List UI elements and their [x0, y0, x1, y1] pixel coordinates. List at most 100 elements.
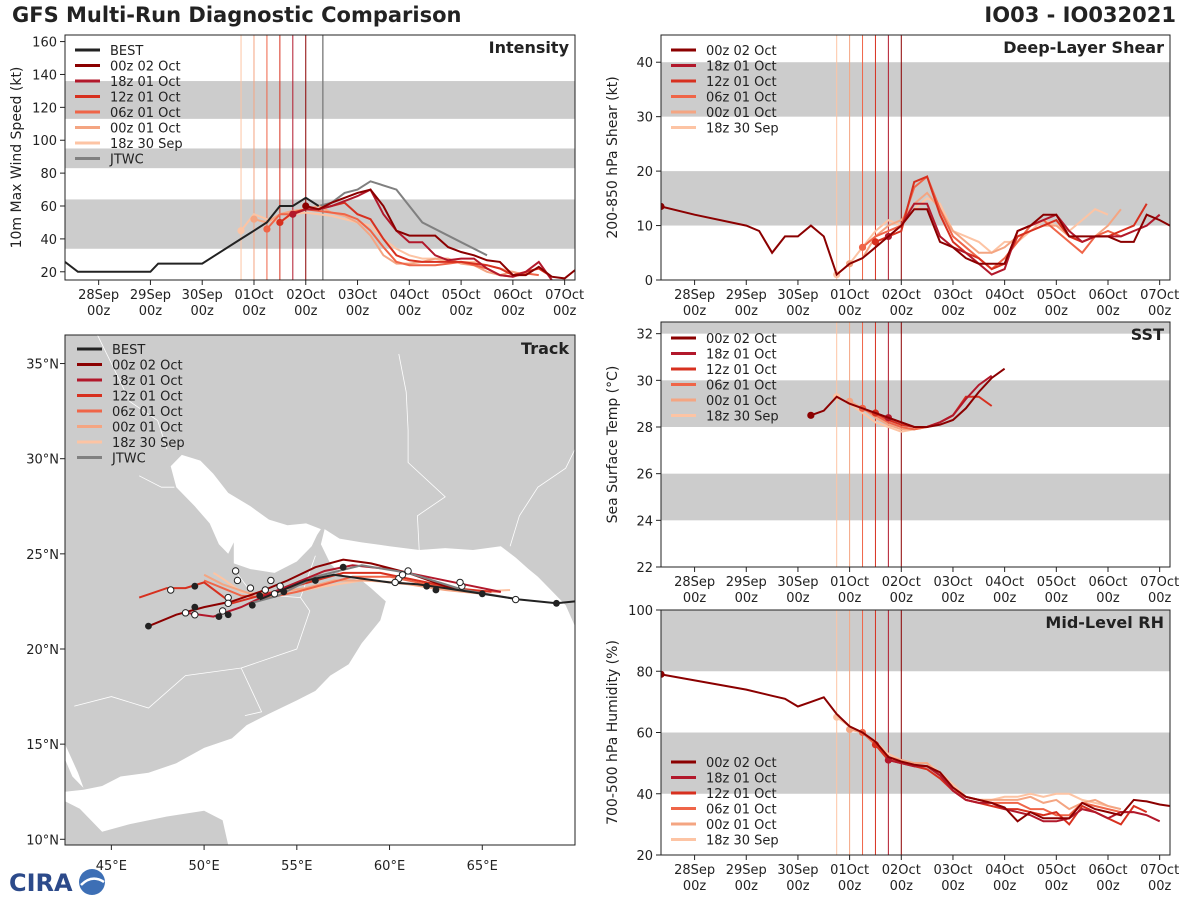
intensity-y-tick-label: 100: [32, 134, 57, 149]
shear-x-tick-day: 07Oct: [1140, 288, 1179, 303]
rh-legend-label: 12z 01 Oct: [706, 787, 777, 802]
track-legend-label: 00z 01 Oct: [112, 421, 183, 436]
intensity-shade-band: [65, 148, 575, 169]
rh-init-marker: [661, 670, 665, 678]
rh-series-line: [888, 759, 1161, 823]
intensity-x-tick-day: 07Oct: [545, 288, 584, 303]
track-marker-00z: [432, 586, 440, 594]
intensity-legend-label: JTWC: [109, 153, 144, 168]
intensity-x-tick-hour: 00z: [294, 304, 318, 319]
track-marker-12z: [167, 586, 175, 594]
track-frame: [64, 334, 576, 846]
sst-legend-label: 00z 01 Oct: [706, 394, 777, 409]
shear-init-marker: [871, 238, 880, 246]
rh-plot-area: [661, 610, 1170, 855]
track-marker-12z: [191, 611, 199, 619]
intensity-series-line: [305, 188, 575, 280]
intensity-init-marker: [250, 215, 258, 223]
sst-x-tick-day: 28Sep: [674, 575, 715, 590]
shear-x-tick-day: 03Oct: [933, 288, 972, 303]
track-marker-12z: [246, 584, 255, 592]
rh-x-tick-hour: 00z: [1045, 879, 1069, 894]
shear-init-marker: [858, 243, 867, 251]
intensity-panel: 2040608010012014016028Sep00z29Sep00z30Se…: [9, 34, 584, 319]
track-x-tick-label: 60°E: [374, 859, 405, 874]
jtwc-series-line: [318, 180, 488, 257]
intensity-frame: [64, 34, 576, 281]
intensity-x-tick-hour: 00z: [398, 304, 422, 319]
intensity-x-tick-day: 30Sep: [182, 288, 223, 303]
track-marker-00z: [423, 582, 431, 590]
track-title: Track: [521, 339, 569, 358]
intensity-x-tick-hour: 00z: [501, 304, 525, 319]
track-marker-00z: [280, 588, 288, 596]
shear-x-tick-day: 28Sep: [674, 288, 715, 303]
cira-logo-text: CIRA: [9, 869, 73, 897]
intensity-x-tick-day: 06Oct: [493, 288, 532, 303]
sst-x-tick-day: 04Oct: [985, 575, 1024, 590]
shear-x-tick-day: 05Oct: [1037, 288, 1076, 303]
sst-x-tick-hour: 00z: [1096, 591, 1120, 606]
shear-shade-band: [661, 62, 1170, 117]
track-marker-00z: [224, 611, 232, 619]
sst-x-tick-hour: 00z: [786, 591, 810, 606]
shear-legend-label: 06z 01 Oct: [706, 91, 777, 106]
rh-legend-label: 00z 01 Oct: [706, 818, 777, 833]
intensity-x-tick-hour: 00z: [449, 304, 473, 319]
country-border: [97, 335, 168, 450]
sst-x-tick-hour: 00z: [683, 591, 707, 606]
sst-y-tick-label: 32: [636, 328, 653, 343]
cira-logo: CIRA: [9, 869, 105, 897]
intensity-x-tick-hour: 00z: [191, 304, 215, 319]
best-series-line: [65, 196, 320, 273]
sst-legend-label: 12z 01 Oct: [706, 363, 777, 378]
sst-x-tick-day: 02Oct: [882, 575, 921, 590]
track-marker-12z: [511, 595, 520, 604]
intensity-x-tick-hour: 00z: [553, 304, 577, 319]
sst-y-tick-label: 24: [636, 514, 653, 529]
track-marker-12z: [391, 578, 399, 587]
track-x-tick-label: 50°E: [188, 859, 219, 874]
track-legend-label: 12z 01 Oct: [112, 390, 183, 405]
shear-y-axis-label: 200-850 hPa Shear (kt): [605, 76, 621, 238]
intensity-init-marker: [302, 202, 310, 210]
intensity-x-tick-day: 01Oct: [234, 288, 273, 303]
track-x-tick-label: 45°E: [96, 859, 127, 874]
intensity-legend-label: 18z 30 Sep: [110, 137, 183, 152]
shear-y-tick-label: 30: [636, 111, 653, 126]
intensity-y-axis-label: 10m Max Wind Speed (kt): [9, 67, 25, 249]
track-marker-00z: [191, 582, 199, 590]
track-marker-00z: [248, 601, 256, 609]
intensity-x-tick-day: 02Oct: [286, 288, 325, 303]
rh-shade-band: [661, 610, 1170, 672]
sst-legend-label: 18z 01 Oct: [706, 348, 777, 363]
intensity-x-tick-day: 04Oct: [390, 288, 429, 303]
intensity-shade-band: [65, 81, 575, 119]
sst-x-tick-day: 03Oct: [933, 575, 972, 590]
rh-x-tick-hour: 00z: [838, 879, 862, 894]
intensity-y-tick-label: 120: [32, 101, 57, 116]
track-y-tick-label: 15°N: [26, 738, 59, 753]
rh-legend-label: 06z 01 Oct: [706, 803, 777, 818]
intensity-y-tick-label: 140: [32, 68, 57, 83]
rh-title: Mid-Level RH: [1045, 613, 1164, 632]
track-y-tick-label: 30°N: [26, 453, 59, 468]
sst-y-tick-label: 22: [636, 561, 653, 576]
sst-x-tick-day: 01Oct: [830, 575, 869, 590]
rh-x-tick-hour: 00z: [941, 879, 965, 894]
red-sea: [65, 744, 84, 788]
intensity-x-tick-day: 29Sep: [130, 288, 171, 303]
sst-plot-area: [661, 322, 1170, 567]
track-marker-12z: [276, 582, 284, 590]
sst-title: SST: [1131, 325, 1164, 344]
track-marker-12z: [233, 576, 242, 585]
sst-frame: [660, 321, 1171, 568]
rh-x-tick-hour: 00z: [735, 879, 759, 894]
country-border: [509, 449, 575, 547]
track-marker-00z: [215, 613, 223, 621]
rh-x-tick-day: 05Oct: [1037, 863, 1076, 878]
sst-x-tick-hour: 00z: [1045, 591, 1069, 606]
figure-title: GFS Multi-Run Diagnostic Comparison: [12, 3, 462, 27]
